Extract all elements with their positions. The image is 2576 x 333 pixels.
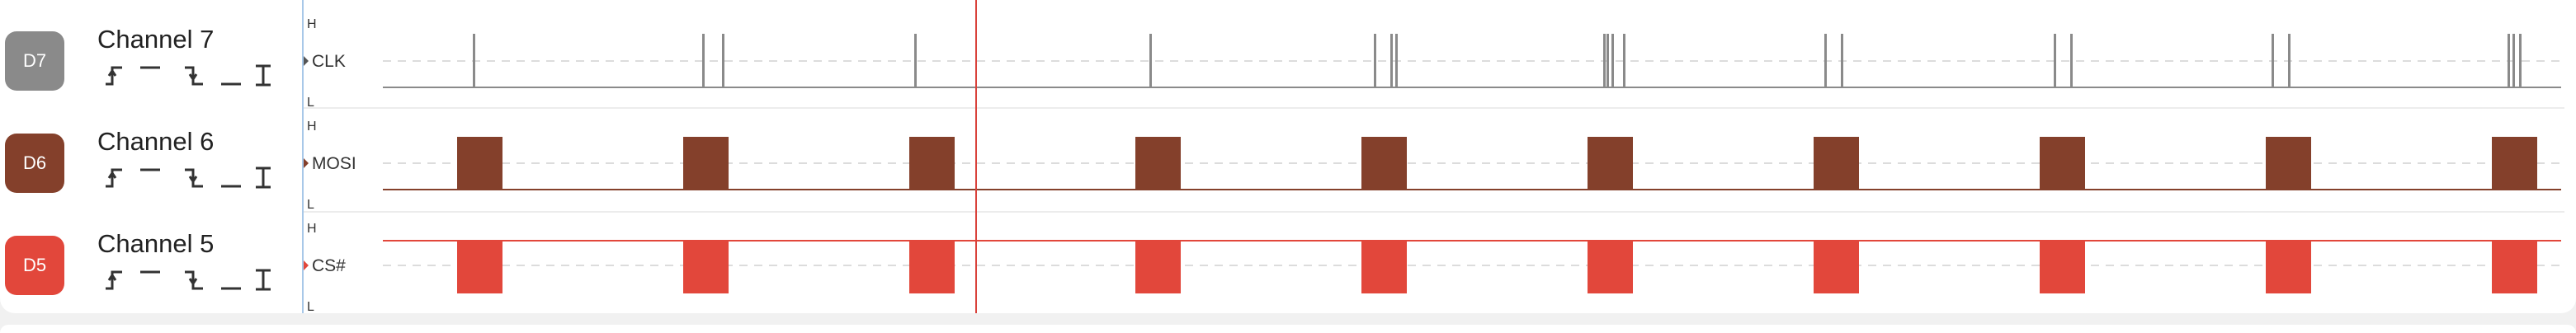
any-edge-icon[interactable] — [251, 63, 277, 87]
trigger-selector-d5 — [102, 267, 284, 292]
channel-row-d6[interactable]: D6 Channel 6 — [0, 102, 300, 204]
high-level-icon[interactable] — [137, 165, 163, 190]
channel-marker-icon — [304, 56, 309, 66]
level-low-label: L — [307, 198, 314, 212]
level-low-label: L — [307, 96, 314, 110]
high-level-icon[interactable] — [137, 267, 163, 292]
low-level-icon[interactable] — [218, 63, 244, 87]
level-low-label: L — [307, 300, 314, 313]
rising-edge-icon[interactable] — [102, 267, 129, 292]
channel-panel: D7 Channel 7 D6 Channel 6 — [0, 0, 2576, 313]
mosi-burst — [2040, 137, 2085, 190]
row-divider — [304, 107, 2564, 109]
channel-marker-icon — [304, 260, 309, 270]
mosi-burst — [2266, 137, 2311, 190]
channel-badge-label: D7 — [22, 50, 47, 71]
mosi-burst — [1135, 137, 1181, 190]
any-edge-icon[interactable] — [251, 165, 277, 190]
mosi-burst — [1814, 137, 1859, 190]
mosi-burst — [683, 137, 729, 190]
cs-burst — [1361, 241, 1407, 293]
falling-edge-icon[interactable] — [182, 63, 208, 87]
channel-signal-label: CLK — [312, 52, 346, 71]
row-divider — [304, 211, 2564, 213]
rising-edge-icon[interactable] — [102, 63, 129, 87]
channel-signal-label: CS# — [312, 256, 346, 275]
cs-burst — [2492, 241, 2537, 293]
mosi-burst — [457, 137, 502, 190]
channel-row-d7[interactable]: D7 Channel 7 — [0, 0, 300, 102]
mosi-burst — [1588, 137, 1633, 190]
cs-burst — [457, 241, 502, 293]
cs-burst — [2266, 241, 2311, 293]
cs-burst — [1814, 241, 1859, 293]
channel-name-d7[interactable]: Channel 7 — [97, 25, 215, 54]
channel-name-d5[interactable]: Channel 5 — [97, 229, 215, 258]
low-level-icon[interactable] — [218, 267, 244, 292]
low-level-icon[interactable] — [218, 165, 244, 190]
channel-badge-label: D6 — [22, 152, 47, 173]
channel-name-d6[interactable]: Channel 6 — [97, 127, 215, 156]
rising-edge-icon[interactable] — [102, 165, 129, 190]
level-high-label: H — [307, 120, 317, 134]
falling-edge-icon[interactable] — [182, 165, 208, 190]
cs-burst — [1588, 241, 1633, 293]
any-edge-icon[interactable] — [251, 267, 277, 292]
cs-burst — [909, 241, 955, 293]
mosi-waveform — [383, 137, 2561, 190]
clk-waveform — [383, 34, 2561, 88]
channel-badge-label: D5 — [22, 255, 47, 275]
level-high-label: H — [307, 222, 317, 236]
cs-burst — [683, 241, 729, 293]
mosi-burst — [1361, 137, 1407, 190]
waveform-row-d5[interactable]: H L CS# — [304, 222, 2561, 313]
channel-badge-d7[interactable]: D7 — [5, 31, 64, 91]
channel-badge-d5[interactable]: D5 — [5, 236, 64, 295]
channel-row-d5[interactable]: D5 Channel 5 — [0, 204, 300, 307]
cs-waveform — [383, 240, 2561, 293]
waveform-row-d6[interactable]: H L MOSI — [304, 120, 2561, 212]
trigger-selector-d7 — [102, 63, 284, 87]
cs-burst — [2040, 241, 2085, 293]
level-high-label: H — [307, 17, 317, 31]
falling-edge-icon[interactable] — [182, 267, 208, 292]
high-level-icon[interactable] — [137, 63, 163, 87]
trigger-selector-d6 — [102, 165, 284, 190]
waveform-area[interactable]: H L CLK H L MOSI H L CS# — [300, 0, 2576, 313]
channel-signal-label: MOSI — [312, 154, 356, 173]
next-panel-edge — [0, 325, 2576, 333]
channel-marker-icon — [304, 158, 309, 168]
waveform-row-d7[interactable]: H L CLK — [304, 17, 2561, 110]
mosi-burst — [909, 137, 955, 190]
channel-badge-d6[interactable]: D6 — [5, 134, 64, 193]
mosi-burst — [2492, 137, 2537, 190]
cs-burst — [1135, 241, 1181, 293]
